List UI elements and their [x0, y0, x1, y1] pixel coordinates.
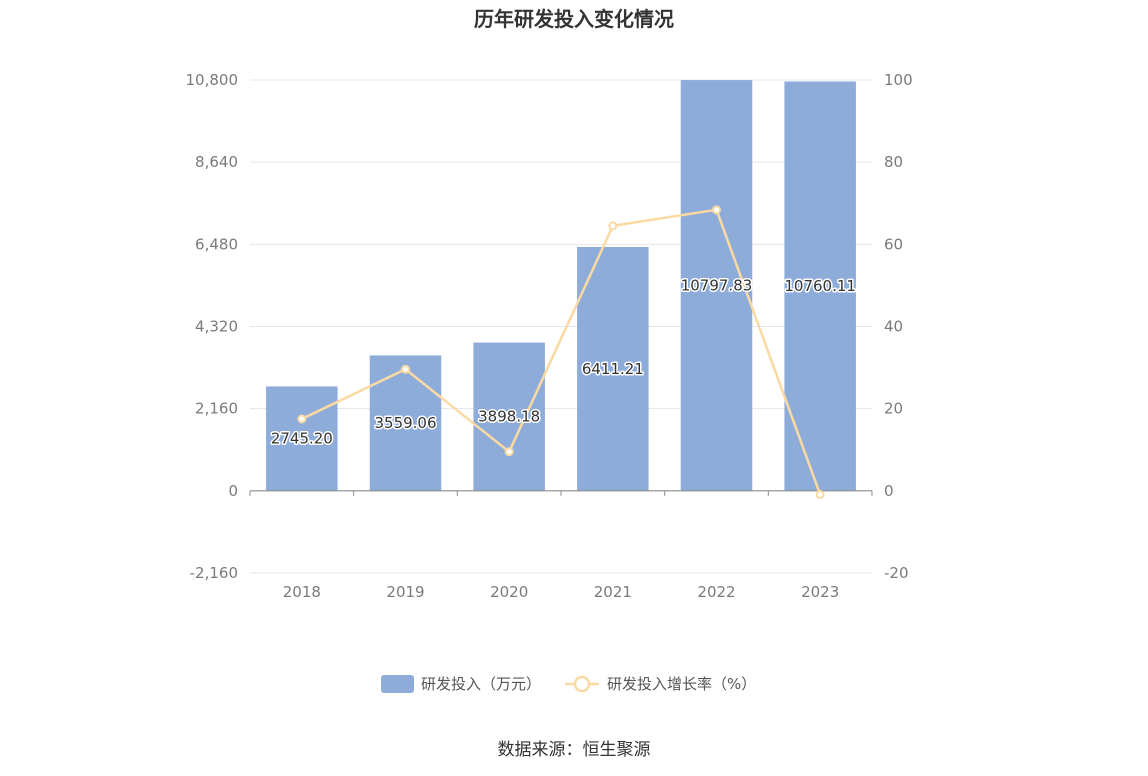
bar-value-label: 6411.21	[582, 360, 644, 378]
bar-value-label: 10760.11	[784, 277, 856, 295]
growth-point	[608, 221, 618, 231]
axes: -2,160 0 2,160 4,320 6,480 8,640 10,800 -20 0 20 4…	[186, 71, 913, 601]
bar	[784, 81, 856, 491]
growth-line-path	[301, 208, 822, 495]
bar-labels: 2745.20 3559.06 3898.18 6411.21 10797.83 1076…	[269, 275, 857, 449]
y-left-tick-label: 8,640	[195, 153, 238, 171]
y-right-tick-label: 100	[884, 71, 913, 89]
bar	[369, 355, 442, 491]
y-right-tick-label: 0	[884, 482, 894, 500]
bar	[680, 80, 753, 491]
y-right-tick-label: 20	[884, 400, 903, 418]
x-tick-label: 2021	[594, 583, 632, 601]
y-left-tick-label: 4,320	[195, 318, 238, 336]
x-tick-label: 2019	[386, 583, 424, 601]
y-right-tick-label: 40	[884, 318, 903, 336]
bar-value-label: 2745.20	[271, 430, 333, 448]
legend-line-marker	[573, 675, 591, 693]
legend: 研发投入（万元） 研发投入增长率（%）	[381, 675, 756, 693]
source-text: 数据来源：恒生聚源	[498, 740, 651, 760]
y-left-tick-label: 2,160	[195, 400, 238, 418]
bar	[266, 386, 338, 491]
y-right-tick-label: -20	[884, 564, 909, 582]
y-right-tick-label: 80	[884, 153, 903, 171]
growth-point	[504, 447, 514, 457]
x-tick-label: 2023	[801, 583, 839, 601]
legend-bar-label: 研发投入（万元）	[421, 675, 541, 693]
bars	[266, 80, 856, 491]
y-left-tick-label: 0	[228, 482, 238, 500]
chart-title: 历年研发投入变化情况	[474, 7, 674, 31]
bar-value-label: 3898.18	[478, 408, 540, 426]
y-left-tick-label: -2,160	[190, 564, 238, 582]
x-tick-label: 2020	[490, 583, 528, 601]
legend-line-label: 研发投入增长率（%）	[607, 675, 756, 693]
growth-point	[712, 205, 721, 215]
growth-point	[297, 414, 307, 424]
growth-point	[815, 490, 825, 500]
x-tick-label: 2022	[697, 583, 735, 601]
bar-value-label: 3559.06	[374, 414, 436, 432]
growth-point	[401, 364, 410, 374]
y-right-tick-label: 60	[884, 235, 903, 253]
bar-value-label: 10797.83	[681, 276, 753, 294]
y-left-tick-label: 10,800	[186, 71, 239, 89]
bar	[577, 246, 649, 491]
legend-bar-swatch	[381, 675, 414, 693]
y-left-tick-label: 6,480	[195, 235, 238, 253]
growth-line	[297, 205, 825, 500]
bar	[473, 342, 545, 491]
gridlines	[250, 79, 872, 574]
x-tick-label: 2018	[283, 583, 321, 601]
